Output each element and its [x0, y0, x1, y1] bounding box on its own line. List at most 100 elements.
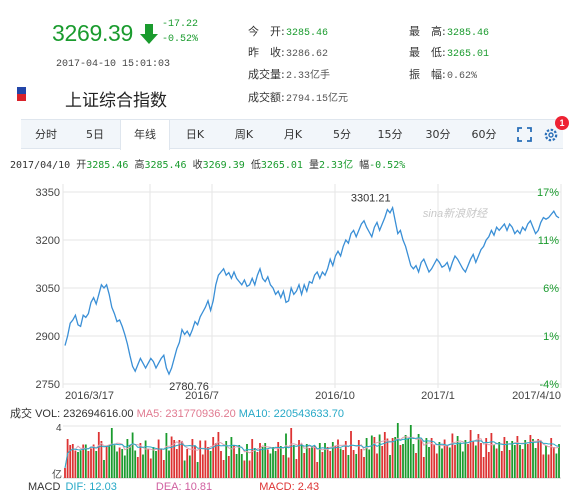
volume-bar	[186, 449, 189, 478]
info-vol: 2.33亿	[319, 160, 354, 171]
volume-bar	[399, 445, 402, 478]
volume-bar	[134, 450, 137, 478]
volume-ma10-line	[64, 437, 560, 469]
volume-bar	[240, 454, 243, 478]
volume-bar	[277, 442, 280, 478]
volume-bar	[365, 438, 368, 478]
volume-bar	[74, 450, 77, 478]
stat-high: 最 高:3285.46	[409, 25, 490, 39]
volume-bar	[425, 438, 428, 478]
tab-daily-k[interactable]: 日K	[185, 128, 205, 141]
tab-30min[interactable]: 30分	[425, 128, 451, 141]
volume-bar	[233, 445, 235, 478]
volume-bar	[225, 441, 228, 478]
volume-bar	[326, 447, 329, 478]
volume-bar	[529, 435, 532, 478]
volume-bar	[209, 451, 212, 478]
volume-bar	[404, 435, 407, 478]
volume-bar	[217, 432, 220, 478]
volume-bar	[222, 460, 225, 478]
volume-bar	[417, 434, 420, 478]
volume-bar	[542, 454, 545, 478]
volume-bar	[170, 436, 173, 478]
volume-bar	[368, 449, 371, 478]
fullscreen-icon[interactable]	[517, 127, 532, 142]
stat-turnover: 成交额:2794.15亿元	[248, 91, 349, 105]
volume-bar	[435, 453, 438, 478]
price-series-line	[64, 205, 560, 376]
volume-bar	[243, 460, 246, 478]
volume-bar	[123, 455, 126, 478]
volume-legend: 成交 VOL: 232694616.00 MA5: 231770936.20 M…	[10, 405, 344, 421]
tab-60min[interactable]: 60分	[471, 128, 497, 141]
volume-bar	[350, 431, 352, 478]
volume-bar	[448, 447, 451, 478]
info-high-label: 高	[134, 160, 145, 171]
tab-monthly-k[interactable]: 月K	[283, 128, 303, 141]
volume-bar	[378, 434, 381, 478]
volume-bar	[113, 445, 116, 478]
volume-bar	[279, 446, 282, 478]
volume-bar	[152, 447, 155, 478]
tab-15min[interactable]: 15分	[377, 128, 403, 141]
volume-bar	[235, 454, 238, 478]
volume-bar	[409, 425, 412, 478]
volume-bar	[285, 433, 287, 478]
notification-badge: 1	[555, 116, 569, 130]
volume-bar	[402, 444, 404, 478]
volume-bar	[155, 451, 157, 478]
volume-bar	[230, 437, 233, 478]
volume-bar	[360, 449, 363, 478]
volume-bar	[207, 447, 209, 478]
volume-bar	[295, 459, 298, 478]
volume-bar	[451, 433, 454, 478]
volume-bar	[199, 440, 202, 478]
volume-ma5: MA5: 231770936.20	[136, 408, 236, 420]
volume-bar	[79, 450, 82, 478]
volume-bar	[82, 444, 85, 478]
volume-bar	[178, 440, 181, 478]
volume-bar	[90, 448, 92, 478]
volume-bar	[428, 447, 430, 478]
volume-bar	[438, 442, 441, 478]
price-line-chart[interactable]: 3350 17% 3200 11% 3050 6% 2900 1% 2750 -4% sina新浪财…	[0, 180, 569, 405]
macd-label: MACD	[28, 481, 61, 493]
volume-bar	[370, 435, 373, 478]
change-percent: -0.52%	[162, 34, 199, 45]
info-low: 3265.01	[260, 160, 303, 171]
volume-bar	[331, 442, 334, 478]
stat-prev-close: 昨 收:3286.62	[248, 46, 329, 60]
tab-intraday[interactable]: 分时	[35, 128, 57, 141]
tab-5day[interactable]: 5日	[86, 128, 104, 141]
volume-axis-unit: 亿	[52, 470, 62, 481]
tab-weekly-k[interactable]: 周K	[234, 128, 254, 141]
tab-5min[interactable]: 5分	[333, 128, 351, 141]
volume-bar	[246, 444, 248, 478]
volume-bar	[344, 441, 347, 478]
index-name: 上证综合指数	[65, 91, 167, 111]
info-low-label: 低	[250, 160, 261, 171]
volume-bar	[313, 445, 316, 478]
y-pct-tick-label: 17%	[537, 187, 559, 199]
settings-gear-icon[interactable]	[543, 127, 559, 143]
volume-bar	[558, 444, 560, 478]
volume-bar	[126, 439, 129, 478]
volume-bar	[196, 462, 199, 478]
index-logo-icon	[17, 87, 26, 101]
volume-bar	[461, 451, 464, 478]
volume-bar	[108, 445, 111, 478]
volume-bar	[272, 447, 274, 478]
x-tick-label: 2016/10	[315, 390, 355, 402]
x-tick-label: 2016/3/17	[65, 390, 114, 402]
tab-year[interactable]: 年线	[120, 120, 170, 150]
watermark-text: sina新浪财经	[423, 207, 488, 220]
volume-bar	[537, 439, 540, 478]
volume-bar	[144, 440, 147, 478]
volume-bar	[95, 451, 98, 478]
volume-bar	[64, 468, 66, 478]
volume-bar	[474, 445, 477, 478]
macd-dea: DEA: 10.81	[155, 481, 213, 493]
volume-bar	[454, 445, 456, 478]
volume-bar	[547, 454, 550, 478]
volume-bar	[136, 457, 139, 478]
